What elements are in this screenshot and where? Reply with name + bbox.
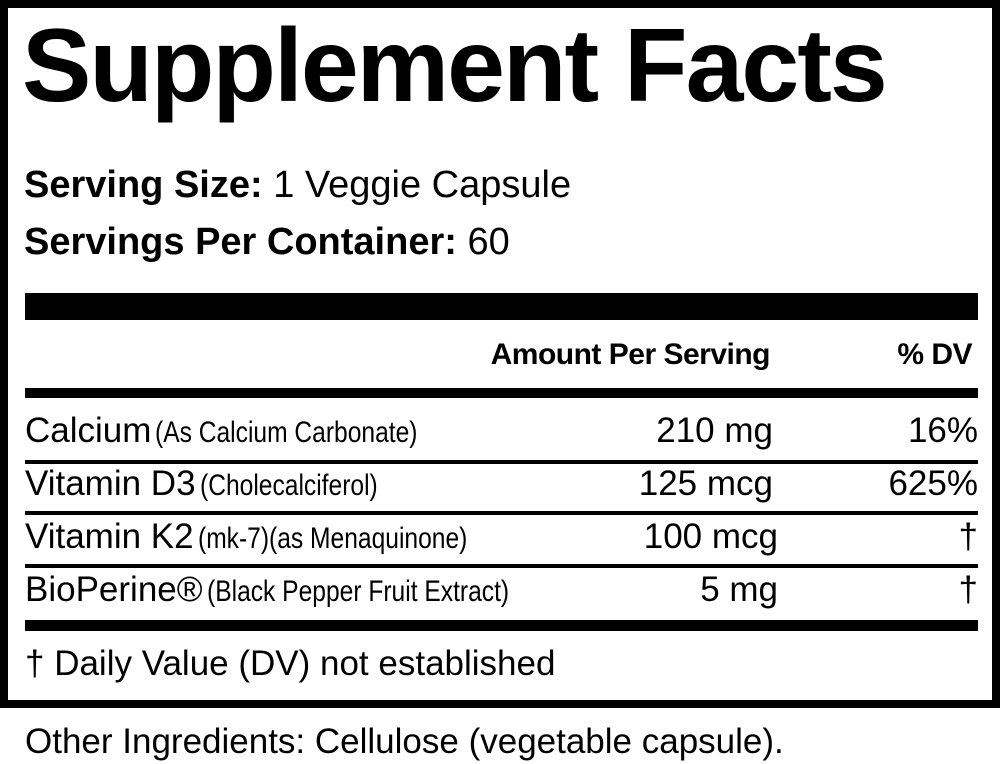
table-row: Vitamin K2 (mk-7)(as Menaquinone) 100 mcg… <box>25 512 978 562</box>
row-amount: 210 mg <box>656 411 773 450</box>
row-name: Vitamin D3 <box>25 464 196 503</box>
table-row: Vitamin D3 (Cholecalciferol) 125 mcg 625% <box>25 459 978 509</box>
row-name: BioPerine® <box>25 570 203 609</box>
servings-per-container-label: Servings Per Container: <box>24 221 457 263</box>
header-amount: Amount Per Serving <box>490 338 771 371</box>
row-detail: (As Calcium Carbonate) <box>155 416 418 449</box>
other-ingredients: Other Ingredients: Cellulose (vegetable … <box>25 722 784 761</box>
table-row: Calcium (As Calcium Carbonate) 210 mg 16% <box>25 406 978 456</box>
servings-per-container: Servings Per Container: 60 <box>24 220 510 264</box>
panel-title: Supplement Facts <box>22 8 888 124</box>
row-amount: 100 mcg <box>643 517 778 556</box>
row-detail: (Cholecalciferol) <box>199 469 378 502</box>
row-dv: † <box>958 517 978 556</box>
footnote: † Daily Value (DV) not established <box>25 644 556 683</box>
header-dv: % DV <box>897 338 972 371</box>
row-amount: 5 mg <box>700 570 778 609</box>
divider-header <box>25 388 978 398</box>
table-row: BioPerine® (Black Pepper Fruit Extract) 5… <box>25 565 978 615</box>
row-detail: (Black Pepper Fruit Extract) <box>206 575 509 608</box>
serving-size-label: Serving Size: <box>24 164 263 206</box>
divider-thick <box>25 293 978 320</box>
serving-size: Serving Size: 1 Veggie Capsule <box>24 163 571 207</box>
row-name: Vitamin K2 <box>25 517 194 556</box>
row-name: Calcium <box>25 411 152 450</box>
row-dv: † <box>958 570 978 609</box>
divider-footer <box>25 620 978 631</box>
divider-row <box>25 460 978 464</box>
row-detail: (mk-7)(as Menaquinone) <box>197 522 467 555</box>
servings-per-container-value: 60 <box>467 221 510 263</box>
row-dv: 16% <box>907 411 978 450</box>
row-dv: 625% <box>888 464 978 503</box>
facts-panel <box>0 0 1000 708</box>
divider-row <box>25 564 978 568</box>
divider-row <box>25 511 978 515</box>
serving-size-value: 1 Veggie Capsule <box>273 164 572 206</box>
row-amount: 125 mcg <box>638 464 773 503</box>
